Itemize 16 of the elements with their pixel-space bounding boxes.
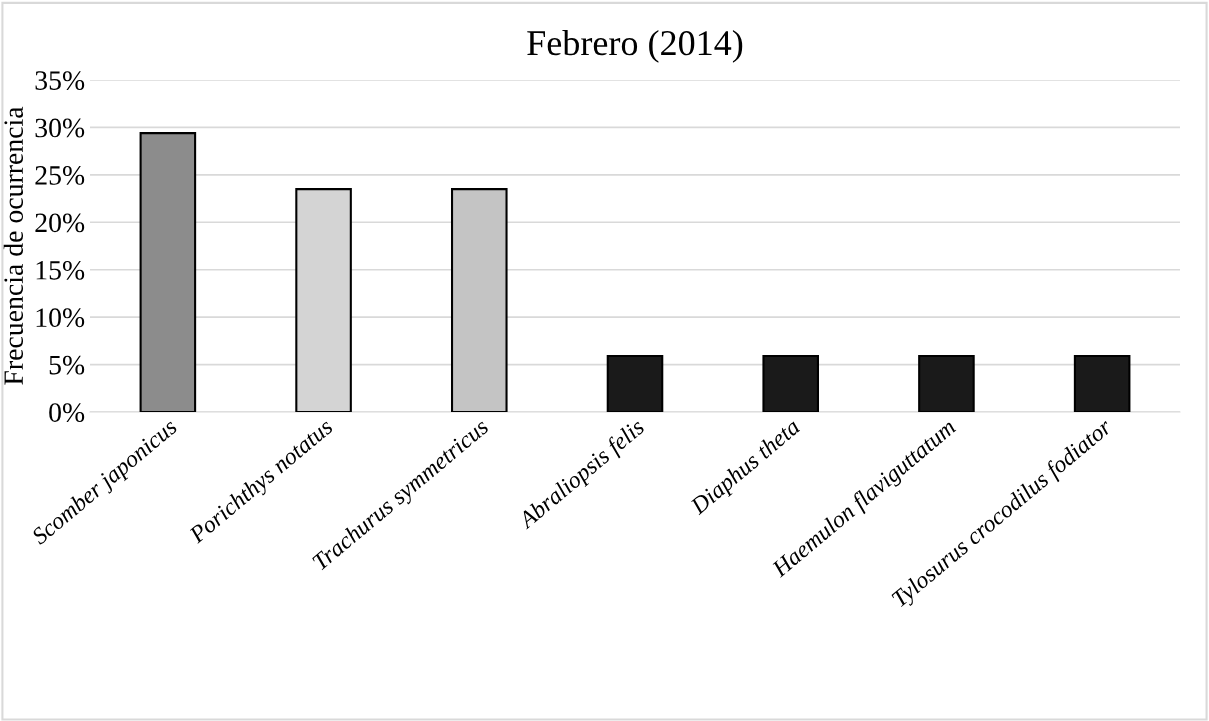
y-tick-label: 0% xyxy=(49,403,85,422)
y-tick-label: 25% xyxy=(35,166,85,185)
bar xyxy=(918,354,975,412)
y-tick-label: 15% xyxy=(36,260,85,280)
bar xyxy=(1073,354,1131,412)
bar xyxy=(762,354,819,412)
y-tick-label: 5% xyxy=(49,355,85,375)
y-tick-label: 10% xyxy=(36,308,85,328)
chart-title: Febrero (2014) xyxy=(527,29,743,63)
y-axis-title: Frecuencia de ocurrencia xyxy=(3,106,24,385)
bar xyxy=(139,132,197,412)
y-tick-label: 30% xyxy=(35,118,85,138)
bar xyxy=(606,354,664,412)
y-tick-label: 20% xyxy=(35,213,85,233)
y-tick-label: 35% xyxy=(35,71,85,90)
bar xyxy=(451,188,508,412)
